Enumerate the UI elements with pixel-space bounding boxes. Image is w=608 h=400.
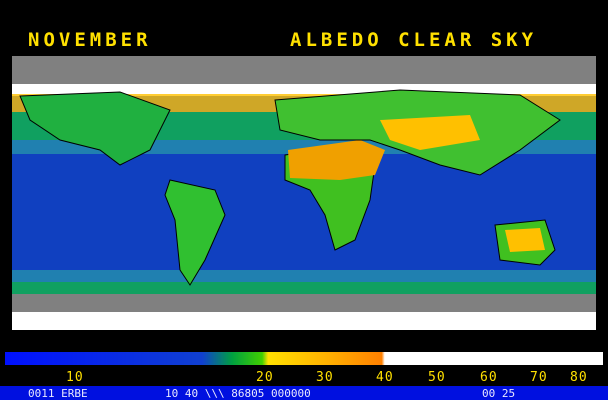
colorbar-label: 70 — [530, 370, 548, 385]
colorbar-label: 60 — [480, 370, 498, 385]
colorbar-label: 20 — [256, 370, 274, 385]
footer-middle: 10 40 \\\ 86805 000000 — [165, 387, 311, 400]
map — [12, 56, 596, 330]
sahara — [288, 140, 385, 180]
australia-desert — [505, 228, 545, 252]
colorbar-label: 50 — [428, 370, 446, 385]
band-green-s — [12, 282, 596, 296]
colorbar-label: 30 — [316, 370, 334, 385]
colorbar-label: 40 — [376, 370, 394, 385]
north-america — [19, 91, 171, 166]
footer-bar — [0, 386, 608, 400]
month: NOVEMBER — [28, 29, 152, 51]
colorbar-label: 80 — [570, 370, 588, 385]
polar-gray-n — [12, 56, 596, 84]
footer-right: 00 25 — [482, 387, 515, 400]
band-teal-s — [12, 270, 596, 284]
polar-white-s — [12, 312, 596, 330]
colorbar-label: 10 — [66, 370, 84, 385]
south-america — [164, 179, 226, 286]
polar-gray-s — [12, 294, 596, 314]
colorbar — [5, 352, 603, 365]
colorbar-labels: 10 20 30 40 50 60 70 80 — [66, 370, 588, 385]
asia-desert — [380, 115, 480, 150]
title: ALBEDO CLEAR SKY — [290, 29, 537, 51]
footer-left: 0011 ERBE — [28, 387, 88, 400]
